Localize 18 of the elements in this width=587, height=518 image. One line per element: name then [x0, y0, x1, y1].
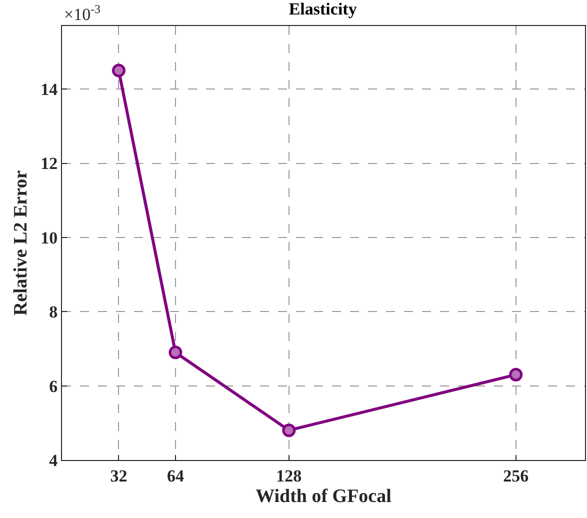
point: [509, 368, 523, 382]
y-tick-label: 4: [49, 450, 58, 470]
x-tick-label: 256: [503, 466, 529, 486]
point: [112, 64, 126, 78]
chart-title: Elasticity: [288, 0, 358, 18]
x-axis-title: Width of GFocal: [256, 486, 392, 508]
y-tick-label: 14: [40, 80, 58, 100]
y-tick-label: 6: [49, 376, 58, 396]
y-tick-label: 10: [40, 228, 58, 248]
x-tick-label: 64: [166, 466, 184, 486]
y-tick-label: 8: [49, 302, 58, 322]
x-tick-label: 32: [110, 466, 128, 486]
text: ×10$^{-3}$: [64, 2, 101, 24]
point: [168, 346, 182, 360]
x-tick-label: 128: [276, 466, 302, 486]
point: [282, 424, 296, 438]
y-tick-label: 12: [40, 154, 58, 174]
y-axis-title: Relative L2 Error: [10, 170, 32, 316]
